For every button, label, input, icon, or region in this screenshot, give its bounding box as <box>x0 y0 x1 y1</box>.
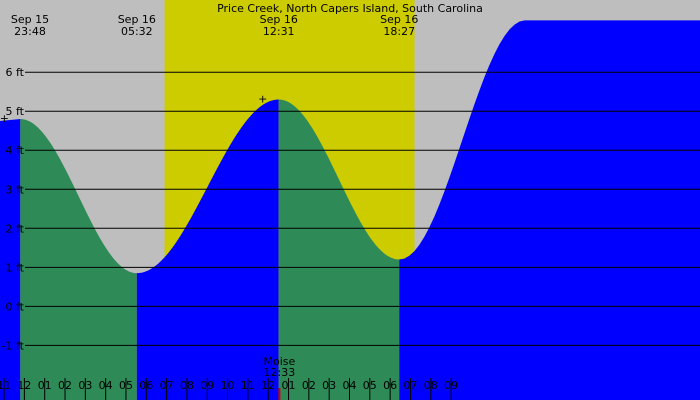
x-tick-label: 05 <box>119 379 133 392</box>
chart-title: Price Creek, North Capers Island, South … <box>217 2 483 15</box>
extreme-date-label: Sep 16 <box>118 13 156 26</box>
x-tick-label: 12 <box>261 379 275 392</box>
y-tick-label: 4 ft <box>6 144 25 157</box>
x-tick-label: 04 <box>99 379 113 392</box>
x-tick-label: 09 <box>444 379 458 392</box>
extreme-time-label: 12:31 <box>263 25 295 38</box>
y-tick-label: 5 ft <box>6 105 25 118</box>
x-tick-label: 11 <box>241 379 255 392</box>
moon-label: Moise <box>263 355 295 368</box>
extreme-time-label: 23:48 <box>14 25 46 38</box>
x-tick-label: 09 <box>200 379 214 392</box>
y-tick-label: 6 ft <box>6 66 25 79</box>
x-tick-label: 08 <box>424 379 438 392</box>
y-tick-label: 0 ft <box>6 300 25 313</box>
y-tick-label: -1 ft <box>2 339 25 352</box>
x-tick-label: 01 <box>282 379 296 392</box>
extreme-time-label: 05:32 <box>121 25 153 38</box>
extreme-date-label: Sep 16 <box>380 13 418 26</box>
x-tick-label: 07 <box>403 379 417 392</box>
x-tick-label: 01 <box>38 379 52 392</box>
tide-area-fills <box>0 20 700 400</box>
x-tick-label: 08 <box>180 379 194 392</box>
extreme-date-label: Sep 16 <box>260 13 298 26</box>
x-tick-label: 06 <box>383 379 397 392</box>
x-tick-label: 03 <box>78 379 92 392</box>
x-tick-label: 06 <box>139 379 153 392</box>
extreme-date-label: Sep 15 <box>11 13 49 26</box>
y-tick-label: 3 ft <box>6 183 25 196</box>
x-tick-label: 04 <box>342 379 356 392</box>
x-tick-label: 02 <box>58 379 72 392</box>
x-tick-label: 10 <box>221 379 235 392</box>
rising-tide-area <box>0 119 21 400</box>
y-tick-label: 1 ft <box>6 261 25 274</box>
x-tick-label: 07 <box>160 379 174 392</box>
high-tide-marker: + <box>258 93 267 106</box>
high-tide-marker: + <box>0 112 9 125</box>
x-axis-ticks: 11 12 01 02 03 04 05 06 07 08 09 10 11 12 01 02 03 04 05 06… <box>0 378 458 400</box>
rising-tide-area <box>136 99 279 400</box>
height-gridlines <box>25 71 700 346</box>
x-tick-label: 12 <box>17 379 31 392</box>
x-tick-label: 03 <box>322 379 336 392</box>
rising-tide-area <box>399 20 700 400</box>
falling-tide-area <box>278 99 400 400</box>
x-tick-label: 05 <box>363 379 377 392</box>
x-tick-label: 02 <box>302 379 316 392</box>
y-tick-label: 2 ft <box>6 222 25 235</box>
moon-time-label: 12:33 <box>264 366 296 379</box>
x-tick-label: 11 <box>0 379 11 392</box>
y-axis-labels: 6 ft 5 ft 4 ft 3 ft 2 ft 1 ft 0 ft -1 ft <box>2 66 25 352</box>
extreme-time-label: 18:27 <box>383 25 415 38</box>
